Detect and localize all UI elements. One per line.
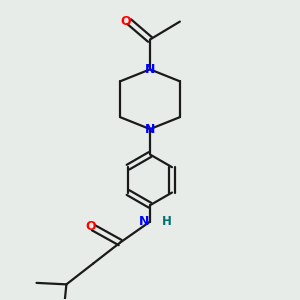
Text: H: H — [161, 215, 171, 228]
Text: N: N — [145, 63, 155, 76]
Text: O: O — [121, 15, 131, 28]
Text: O: O — [85, 220, 96, 232]
Text: N: N — [145, 123, 155, 136]
Text: N: N — [139, 215, 149, 228]
